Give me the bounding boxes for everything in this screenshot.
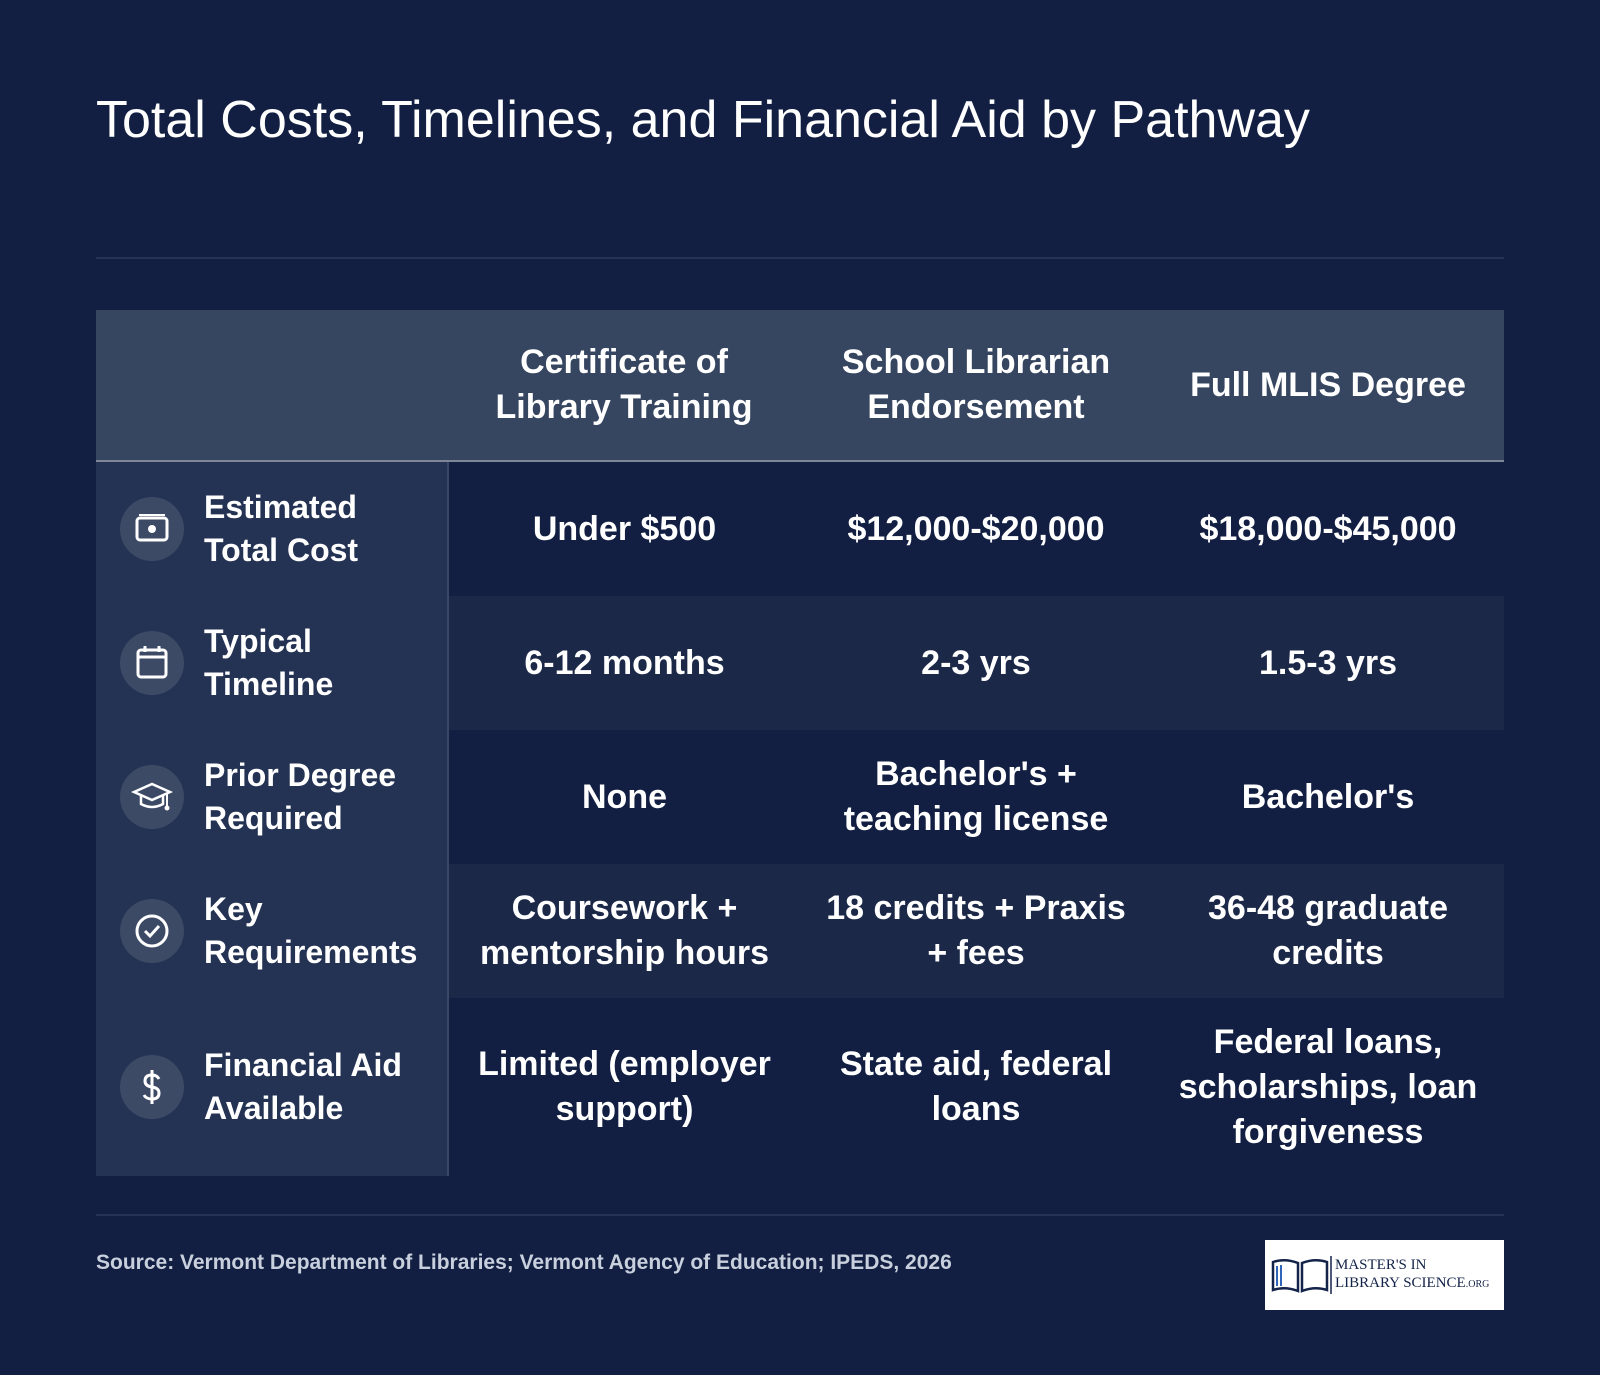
logo-book-icon <box>1271 1256 1332 1294</box>
table-row: Estimated Total Cost Under $500 $12,000-$2… <box>96 461 1504 596</box>
table-cell: Coursework + mentorship hours <box>448 864 800 998</box>
row-label: Prior Degree Required <box>120 754 435 840</box>
row-label-text: Key Requirements <box>204 891 418 970</box>
logo-text: MASTER'S IN LIBRARY SCIENCE.ORG <box>1335 1256 1489 1294</box>
row-label-cell: Estimated Total Cost <box>96 461 449 596</box>
table-cell: Federal loans, scholarships, loan forgiv… <box>1178 1022 1478 1151</box>
table-cell: 1.5-3 yrs <box>1152 596 1504 730</box>
logo-line: MASTER'S IN <box>1335 1257 1427 1273</box>
row-icon <box>120 765 184 829</box>
row-label-text: Prior Degree Required <box>204 757 397 836</box>
row-icon <box>120 631 184 695</box>
logo-line: LIBRARY SCIENCE <box>1335 1275 1466 1291</box>
row-label: Typical Timeline <box>120 620 435 706</box>
table-cell: 2-3 yrs <box>800 596 1152 730</box>
table-row: Key Requirements Coursework + mentorship … <box>96 864 1504 998</box>
row-label-cell: Key Requirements <box>96 864 449 998</box>
source-note: Source: Vermont Department of Libraries;… <box>96 1251 952 1274</box>
row-label-cell: Typical Timeline <box>96 596 449 730</box>
row-label-cell: Prior Degree Required <box>96 730 449 864</box>
row-label-text: Financial Aid Available <box>204 1047 402 1126</box>
row-label-text: Estimated Total Cost <box>204 489 359 568</box>
table-cell: $12,000-$20,000 <box>847 509 1105 548</box>
column-header: School Librarian Endorsement <box>800 310 1152 462</box>
row-icon <box>120 899 184 963</box>
table-cell: Bachelor's + teaching license <box>843 755 1109 838</box>
table-cell: Under $500 <box>532 509 717 548</box>
divider <box>96 257 1504 259</box>
table-cell: 18 credits + Praxis + fees <box>800 864 1152 998</box>
row-icon <box>120 497 184 561</box>
row-icon <box>120 1055 184 1119</box>
table-cell: 6-12 months <box>448 596 800 730</box>
logo-suffix: .ORG <box>1465 1279 1490 1290</box>
row-label-text: Typical Timeline <box>204 623 334 702</box>
table-cell: Bachelor's <box>1241 777 1415 816</box>
divider <box>96 1214 1504 1216</box>
table-row: Financial Aid Available Limited (employer… <box>96 998 1504 1176</box>
table-row: Prior Degree Required None Bachelor's + te… <box>96 730 1504 864</box>
row-label: Financial Aid Available <box>120 1044 435 1130</box>
table-cell: 36-48 graduate credits <box>1152 864 1504 998</box>
table-row: Typical Timeline 6-12 months 2-3 yrs 1.5-3 … <box>96 596 1504 730</box>
comparison-table: Certificate of Library Training School Li… <box>96 310 1504 1176</box>
header-row: Certificate of Library Training School Li… <box>96 310 1504 462</box>
table-cell: $18,000-$45,000 <box>1199 509 1457 548</box>
column-header: Certificate of Library Training <box>448 310 800 462</box>
table-cell: None <box>582 777 667 816</box>
title: Total Costs, Timelines, and Financial Ai… <box>96 91 1310 149</box>
row-label: Estimated Total Cost <box>120 486 435 572</box>
table-cell: Limited (employer support) <box>478 1045 771 1128</box>
logo: MASTER'S IN LIBRARY SCIENCE.ORG <box>1265 1240 1504 1310</box>
column-header: Full MLIS Degree <box>1152 310 1504 462</box>
corner-cell <box>96 310 448 462</box>
table-cell: State aid, federal loans <box>839 1045 1113 1128</box>
logo-line: LIBRARY SCIENCE.ORG <box>1335 1274 1489 1294</box>
row-label-cell: Financial Aid Available <box>96 998 449 1176</box>
row-label: Key Requirements <box>120 888 435 974</box>
